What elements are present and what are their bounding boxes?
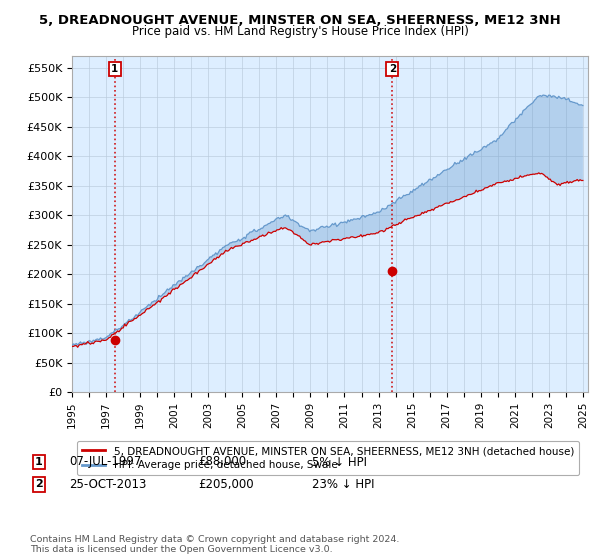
Text: Price paid vs. HM Land Registry's House Price Index (HPI): Price paid vs. HM Land Registry's House … [131,25,469,38]
Text: 2: 2 [35,479,43,489]
Text: 23% ↓ HPI: 23% ↓ HPI [312,478,374,491]
Legend: 5, DREADNOUGHT AVENUE, MINSTER ON SEA, SHEERNESS, ME12 3NH (detached house), HPI: 5, DREADNOUGHT AVENUE, MINSTER ON SEA, S… [77,441,579,475]
Text: £88,000: £88,000 [198,455,246,469]
Text: 2: 2 [389,64,396,74]
Text: 5, DREADNOUGHT AVENUE, MINSTER ON SEA, SHEERNESS, ME12 3NH: 5, DREADNOUGHT AVENUE, MINSTER ON SEA, S… [39,14,561,27]
Text: 5% ↓ HPI: 5% ↓ HPI [312,455,367,469]
Text: Contains HM Land Registry data © Crown copyright and database right 2024.
This d: Contains HM Land Registry data © Crown c… [30,535,400,554]
Text: £205,000: £205,000 [198,478,254,491]
Text: 1: 1 [111,64,119,74]
Text: 07-JUL-1997: 07-JUL-1997 [69,455,142,469]
Text: 1: 1 [35,457,43,467]
Text: 25-OCT-2013: 25-OCT-2013 [69,478,146,491]
